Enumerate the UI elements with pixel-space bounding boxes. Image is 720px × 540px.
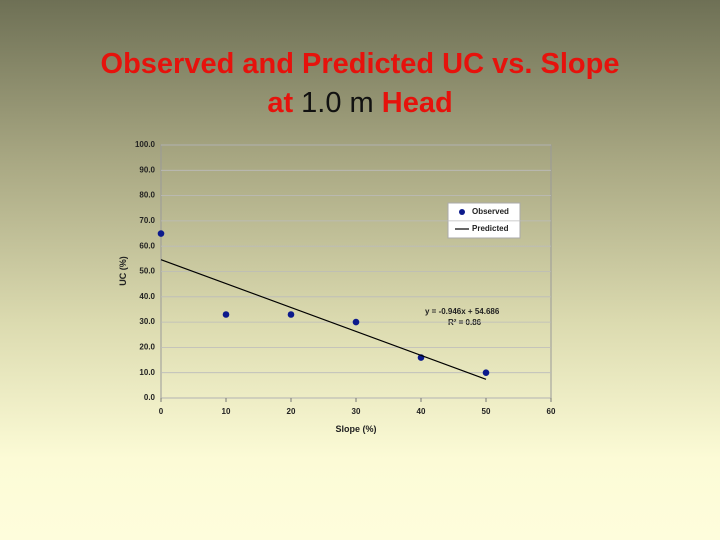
slide-title-line2: at 1.0 m Head <box>267 87 452 119</box>
y-tick-label: 0.0 <box>144 393 156 402</box>
predicted-line <box>160 259 487 380</box>
y-tick-label: 40.0 <box>139 292 155 301</box>
legend-label: Observed <box>472 207 509 216</box>
observed-point <box>222 311 230 318</box>
y-axis-label: UC (%) <box>118 256 128 286</box>
observed-point <box>287 311 295 318</box>
slide-title: Observed and Predicted UC vs. Slope <box>101 48 620 80</box>
equation: y = -0.946x + 54.686 <box>425 307 500 316</box>
title-part: Head <box>382 87 453 119</box>
observed-point <box>157 230 165 237</box>
y-tick-label: 20.0 <box>139 343 155 352</box>
y-tick-label: 90.0 <box>139 165 155 174</box>
y-tick-label: 80.0 <box>139 191 155 200</box>
x-tick-label: 60 <box>547 407 556 416</box>
x-tick-label: 50 <box>482 407 491 416</box>
y-tick-label: 50.0 <box>139 267 155 276</box>
y-tick-label: 60.0 <box>139 241 155 250</box>
x-tick-label: 0 <box>159 407 164 416</box>
x-tick-label: 30 <box>352 407 361 416</box>
y-tick-label: 30.0 <box>139 317 155 326</box>
observed-point <box>352 318 360 326</box>
title-part: 1.0 m <box>301 87 374 119</box>
x-tick-label: 20 <box>287 407 296 416</box>
x-tick-label: 10 <box>222 407 231 416</box>
legend-swatch <box>459 209 465 215</box>
r-squared: R² = 0.86 <box>448 318 482 327</box>
legend-label: Predicted <box>472 224 509 233</box>
y-tick-label: 10.0 <box>139 368 155 377</box>
observed-point <box>482 369 490 377</box>
y-tick-label: 100.0 <box>135 140 156 149</box>
title-part: at <box>267 87 293 119</box>
x-axis-label: Slope (%) <box>335 424 376 434</box>
x-tick-label: 40 <box>417 407 426 416</box>
y-tick-label: 70.0 <box>139 216 155 225</box>
